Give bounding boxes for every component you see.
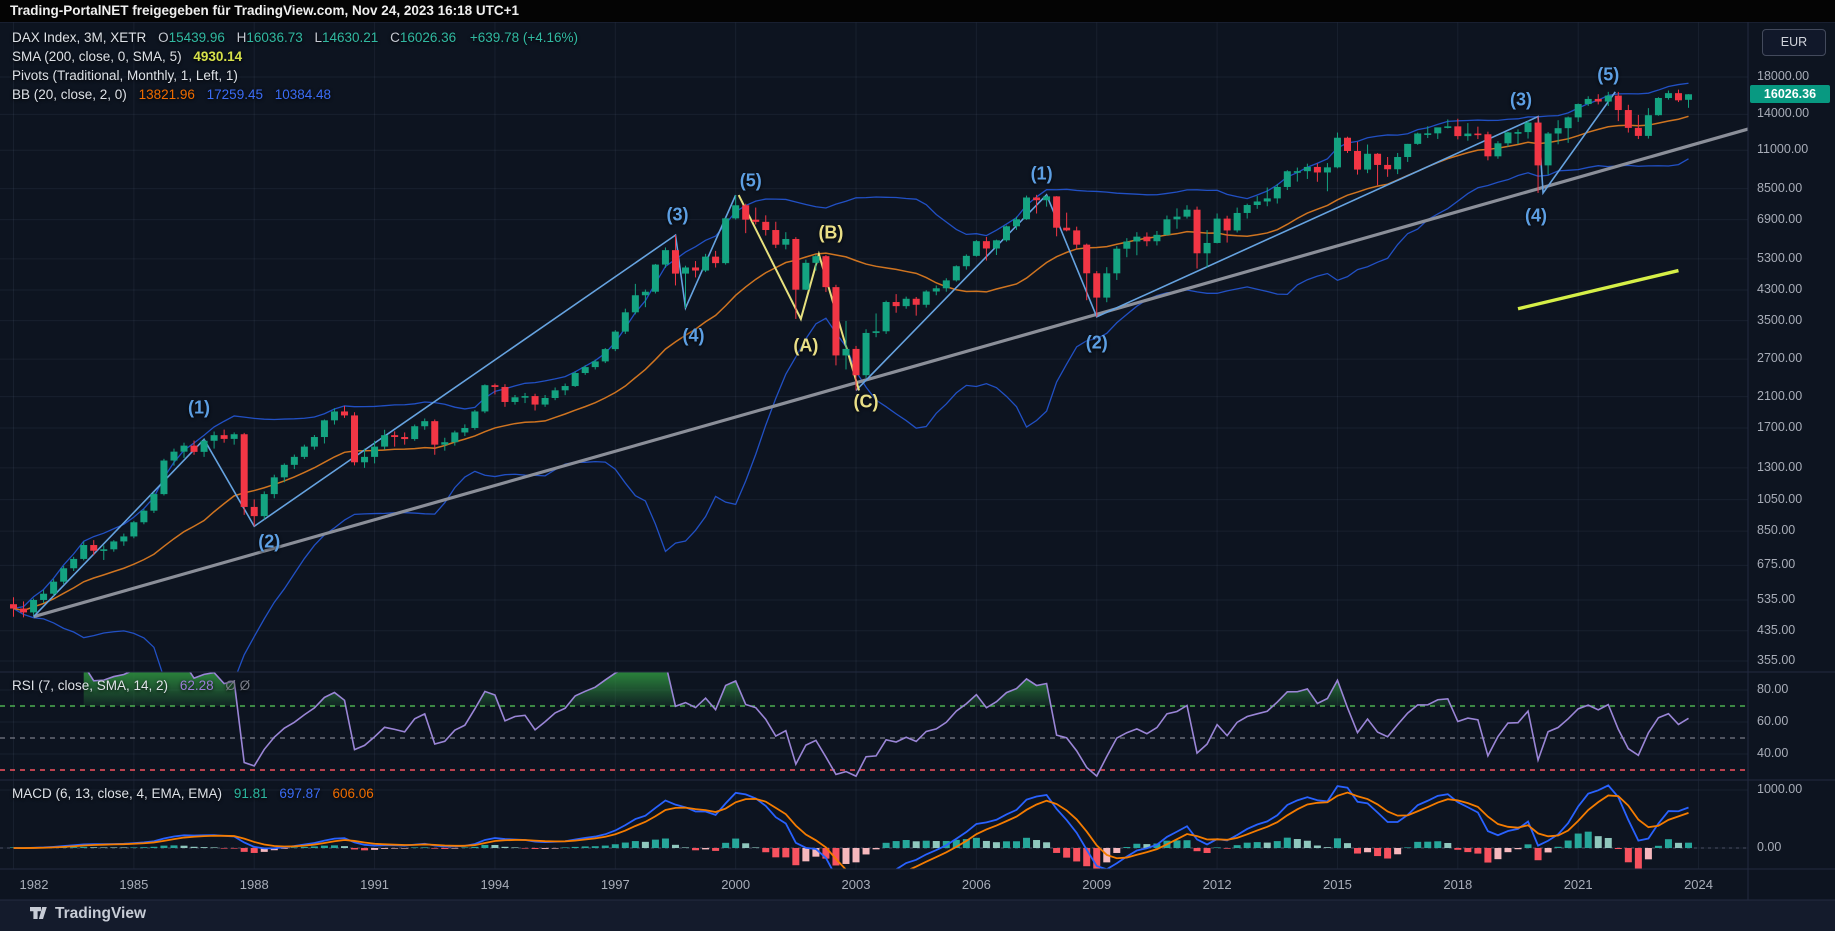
price-axis-label: 675.00: [1757, 557, 1796, 572]
wave-label[interactable]: (2): [1085, 332, 1108, 353]
close-label: C: [390, 30, 400, 45]
high-label: H: [236, 30, 247, 45]
macd-axis-label: 1000.00: [1757, 782, 1803, 796]
change-value: +639.78 (+4.16%): [469, 30, 578, 45]
time-axis-label: 1985: [119, 877, 149, 892]
bb-basis-value: 13821.96: [138, 87, 195, 102]
open-label: O: [158, 30, 169, 45]
price-axis-label: 1700.00: [1757, 419, 1803, 434]
legend-pivots-row[interactable]: Pivots (Traditional, Monthly, 1, Left, 1…: [12, 68, 578, 83]
wave-label[interactable]: (B): [818, 222, 844, 243]
bb-lower-value: 10384.48: [274, 87, 332, 102]
wave-label[interactable]: (A): [793, 335, 819, 356]
rsi-axis-label: 80.00: [1757, 682, 1789, 696]
wave-label[interactable]: (4): [682, 325, 705, 346]
high-value: 16036.73: [246, 30, 303, 45]
open-value: 15439.96: [168, 30, 225, 45]
bb-label: BB (20, close, 2, 0): [12, 87, 127, 102]
rsi-axis-label: 60.00: [1757, 714, 1789, 728]
bb-upper-value: 17259.45: [206, 87, 263, 102]
watermark-bar: Trading-PortalNET freigegeben für Tradin…: [0, 0, 1835, 22]
time-axis-label: 1997: [600, 877, 630, 892]
price-axis-label: 1050.00: [1757, 491, 1803, 506]
wave-label[interactable]: (5): [1597, 64, 1620, 85]
price-axis-label: 1300.00: [1757, 459, 1803, 474]
price-axis-label: 4300.00: [1757, 281, 1803, 296]
tradingview-logo-icon: [30, 906, 47, 919]
legend-main-row[interactable]: DAX Index, 3M, XETR O15439.96 H16036.73 …: [12, 30, 578, 45]
wave-label[interactable]: (5): [739, 170, 762, 191]
time-axis-label: 1988: [239, 877, 269, 892]
macd-axis-label: 0.00: [1757, 840, 1782, 854]
macd-label: MACD (6, 13, close, 4, EMA, EMA): [12, 786, 223, 801]
time-axis-label: 2009: [1082, 877, 1112, 892]
time-axis-label: 2024: [1684, 877, 1713, 892]
pivots-label: Pivots (Traditional, Monthly, 1, Left, 1…: [12, 68, 238, 83]
time-axis-label: 2006: [961, 877, 991, 892]
wave-label[interactable]: (1): [188, 397, 211, 418]
time-axis-label: 1982: [19, 877, 49, 892]
tradingview-logo[interactable]: TradingView: [30, 905, 146, 923]
price-axis-label: 5300.00: [1757, 250, 1803, 265]
time-axis-label: 2003: [841, 877, 871, 892]
rsi-axis-label: 40.00: [1757, 746, 1789, 760]
watermark-text: Trading-PortalNET freigegeben für Tradin…: [10, 3, 520, 18]
time-axis-label: 1991: [360, 877, 390, 892]
wave-label[interactable]: (1): [1030, 163, 1053, 184]
currency-button[interactable]: EUR: [1762, 29, 1826, 56]
wave-label[interactable]: (4): [1525, 205, 1548, 226]
time-axis-label: 1994: [480, 877, 510, 892]
rsi-label: RSI (7, close, SMA, 14, 2): [12, 678, 169, 693]
last-price-tag: 16026.36: [1750, 85, 1830, 104]
price-axis-label: 850.00: [1757, 523, 1796, 538]
price-axis-label: 435.00: [1757, 622, 1796, 637]
low-label: L: [314, 30, 322, 45]
price-axis-label: 6900.00: [1757, 211, 1803, 226]
rsi-hidden-ma-values: Ø Ø: [225, 678, 251, 693]
wave-label[interactable]: (3): [1510, 89, 1532, 110]
price-axis-label: 355.00: [1757, 652, 1796, 667]
wave-label[interactable]: (2): [258, 531, 281, 552]
legend-sma-row[interactable]: SMA (200, close, 0, SMA, 5) 4930.14: [12, 49, 578, 64]
price-axis-label: 11000.00: [1757, 142, 1809, 157]
time-axis-label: 2000: [721, 877, 751, 892]
macd-signal-value: 606.06: [332, 786, 374, 801]
time-axis-label: 2015: [1322, 877, 1352, 892]
wave-label[interactable]: (C): [853, 391, 879, 412]
time-axis-label: 2018: [1443, 877, 1473, 892]
legend-rsi-row[interactable]: RSI (7, close, SMA, 14, 2) 62.28 Ø Ø: [12, 678, 250, 693]
time-axis-label: 2021: [1563, 877, 1593, 892]
close-value: 16026.36: [399, 30, 457, 45]
legend-macd-row[interactable]: MACD (6, 13, close, 4, EMA, EMA) 91.81 6…: [12, 786, 374, 801]
macd-line-value: 697.87: [279, 786, 321, 801]
wave-label[interactable]: (3): [666, 204, 689, 225]
candles-layer: [10, 89, 1693, 618]
tradingview-logo-text: TradingView: [55, 905, 147, 922]
low-value: 14630.21: [322, 30, 379, 45]
price-axis-label: 18000.00: [1757, 69, 1810, 83]
price-axis-label: 2700.00: [1757, 351, 1803, 366]
price-axis-label: 3500.00: [1757, 312, 1803, 327]
symbol-title: DAX Index, 3M, XETR: [12, 30, 147, 45]
price-axis-label: 535.00: [1757, 591, 1796, 606]
bottom-toolbar: [0, 900, 1835, 931]
price-axis-label: 14000.00: [1757, 106, 1810, 121]
price-axis-label: 2100.00: [1757, 388, 1803, 403]
time-axis-label: 2012: [1202, 877, 1232, 892]
sma-label: SMA (200, close, 0, SMA, 5): [12, 49, 182, 64]
rsi-value: 62.28: [179, 678, 214, 693]
legend-bb-row[interactable]: BB (20, close, 2, 0) 13821.96 17259.45 1…: [12, 87, 578, 102]
indicator-legend: DAX Index, 3M, XETR O15439.96 H16036.73 …: [12, 30, 578, 106]
price-axis-label: 8500.00: [1757, 180, 1803, 195]
macd-hist-value: 91.81: [233, 786, 268, 801]
sma-value: 4930.14: [193, 49, 243, 64]
